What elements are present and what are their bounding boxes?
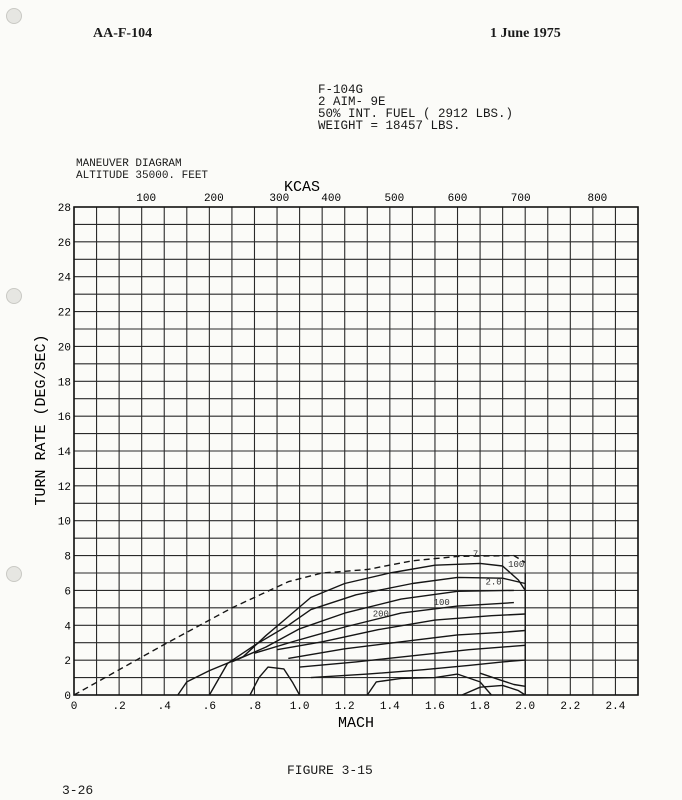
performance-curve-9 bbox=[310, 659, 526, 679]
diagram-title: MANEUVER DIAGRAM ALTITUDE 35000. FEET bbox=[76, 158, 208, 182]
mach-tick-labels: 0 .2 .4 .6 .8 1.0 1.2 1.4 1.6 1.8 2.0 2.2 2.4 bbox=[71, 701, 626, 713]
y-tick-label: 4 bbox=[64, 621, 71, 633]
kcas-tick-label: 300 bbox=[269, 193, 289, 205]
document-date: 1 June 1975 bbox=[490, 26, 561, 41]
performance-curve-4 bbox=[231, 589, 514, 663]
config-line-weight: WEIGHT = 18457 LBS. bbox=[318, 119, 461, 133]
kcas-tick-label: 400 bbox=[321, 193, 341, 205]
y-tick-label: 12 bbox=[58, 482, 71, 494]
kcas-tick-label: 800 bbox=[587, 193, 607, 205]
diagram-title-line1: MANEUVER DIAGRAM bbox=[76, 158, 182, 170]
kcas-tick-labels: 100 200 300 400 500 600 700 800 bbox=[136, 193, 607, 205]
chart-grid bbox=[73, 206, 639, 696]
curve-annotations: 7 100 2.0 100 200 bbox=[373, 549, 525, 619]
x-tick-label: .2 bbox=[113, 701, 126, 713]
performance-curve-1 bbox=[177, 562, 526, 696]
x-tick-label: 2.0 bbox=[515, 701, 535, 713]
y-tick-label: 2 bbox=[64, 656, 71, 668]
binder-hole-bottom bbox=[6, 566, 22, 582]
kcas-tick-label: 100 bbox=[136, 193, 156, 205]
y-tick-label: 6 bbox=[64, 586, 71, 598]
y-tick-label: 24 bbox=[58, 273, 72, 285]
performance-curve-7 bbox=[288, 629, 526, 660]
x-tick-label: .6 bbox=[203, 701, 216, 713]
y-tick-label: 10 bbox=[58, 517, 71, 529]
x-tick-label: .4 bbox=[158, 701, 172, 713]
x-tick-label: 1.4 bbox=[380, 701, 400, 713]
aircraft-config: F-104G 2 AIM- 9E 50% INT. FUEL ( 2912 LB… bbox=[318, 83, 514, 133]
performance-curve-10 bbox=[366, 673, 492, 696]
chart-frame bbox=[73, 206, 639, 696]
x-axis-label: MACH bbox=[338, 715, 374, 732]
x-tick-label: 1.8 bbox=[470, 701, 490, 713]
y-tick-label: 22 bbox=[58, 308, 71, 320]
x-tick-label: 1.2 bbox=[335, 701, 355, 713]
binder-hole-top bbox=[6, 8, 22, 24]
y-tick-label: 16 bbox=[58, 412, 71, 424]
performance-curve-2 bbox=[249, 666, 301, 696]
page-number: 3-26 bbox=[62, 783, 94, 798]
chart-curves bbox=[73, 554, 526, 696]
curve-annotation: 7 bbox=[473, 549, 478, 559]
performance-curve-6 bbox=[276, 613, 526, 651]
kcas-tick-label: 500 bbox=[384, 193, 404, 205]
figure-caption: FIGURE 3-15 bbox=[287, 763, 373, 778]
x-tick-label: .8 bbox=[248, 701, 261, 713]
x-tick-label: 1.6 bbox=[425, 701, 445, 713]
curve-annotation: 100 bbox=[434, 598, 450, 608]
document-id: AA-F-104 bbox=[93, 26, 153, 41]
performance-curve-12 bbox=[479, 672, 526, 687]
x-tick-label: 2.2 bbox=[560, 701, 580, 713]
kcas-tick-label: 600 bbox=[448, 193, 468, 205]
envelope-dashed-line bbox=[73, 554, 526, 696]
y-tick-label: 28 bbox=[58, 203, 71, 215]
y-tick-label: 8 bbox=[64, 552, 71, 564]
plot-border bbox=[73, 206, 639, 696]
y-tick-label: 14 bbox=[58, 447, 72, 459]
config-line-aircraft: F-104G bbox=[318, 83, 364, 97]
binder-hole-middle bbox=[6, 288, 22, 304]
performance-curve-8 bbox=[299, 644, 526, 668]
config-line-fuel: 50% INT. FUEL ( 2912 LBS.) bbox=[318, 107, 514, 121]
x-tick-label: 2.4 bbox=[606, 701, 626, 713]
performance-curve-11 bbox=[461, 684, 526, 696]
kcas-tick-label: 700 bbox=[511, 193, 531, 205]
kcas-tick-label: 200 bbox=[204, 193, 224, 205]
y-tick-label: 18 bbox=[58, 377, 71, 389]
x-tick-label: 1.0 bbox=[290, 701, 310, 713]
y-tick-label: 0 bbox=[64, 691, 71, 703]
y-axis-label: TURN RATE (DEG/SEC) bbox=[33, 334, 50, 505]
x-tick-label: 0 bbox=[71, 701, 78, 713]
performance-curve-3 bbox=[208, 576, 526, 696]
kcas-axis-label: KCAS bbox=[284, 179, 320, 196]
y-tick-label: 20 bbox=[58, 342, 71, 354]
diagram-title-line2: ALTITUDE 35000. FEET bbox=[76, 170, 209, 182]
curve-annotation: 200 bbox=[373, 610, 389, 620]
config-line-stores: 2 AIM- 9E bbox=[318, 95, 386, 109]
performance-curve-5 bbox=[254, 601, 514, 654]
curve-annotation: 100 bbox=[508, 560, 524, 570]
y-tick-label: 26 bbox=[58, 238, 71, 250]
curve-annotation: 2.0 bbox=[486, 577, 502, 587]
